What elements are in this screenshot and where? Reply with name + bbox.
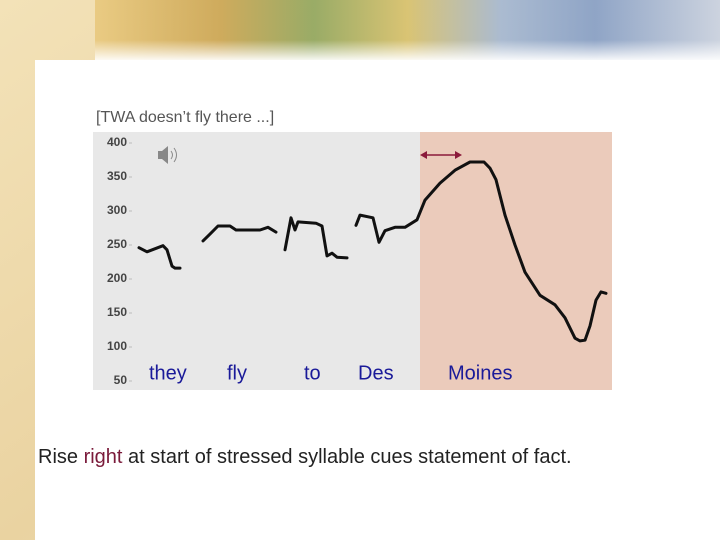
word-label: fly [227,362,247,384]
banner-fade [95,40,720,62]
word-label: Des [358,362,394,384]
speaker-icon [158,146,177,164]
y-tick-label: 100 [107,339,127,353]
y-tick-label: 250 [107,237,127,251]
y-tick-label: 200 [107,271,127,285]
pitch-contour [137,160,608,343]
y-tick-label: 400 [107,135,127,149]
caption-text: at start of stressed syllable cues state… [128,446,572,468]
caption-text: Rise [38,446,78,468]
word-label: Moines [448,362,512,384]
y-tick-label: 150 [107,305,127,319]
chart: 50 100 150 200 250 300 350 400 they fly to Des Moine… [93,132,612,390]
y-tick-label: 300 [107,203,127,217]
highlight-region [420,132,612,390]
y-tick-label: 50 [114,373,128,387]
y-tick-label: 350 [107,169,127,183]
chart-title: [TWA doesn’t fly there ...] [96,109,274,126]
word-label: they [149,362,187,384]
word-label: to [304,362,321,384]
caption: Rise right at start of stressed syllable… [38,446,572,468]
caption-highlight: right [84,446,123,468]
